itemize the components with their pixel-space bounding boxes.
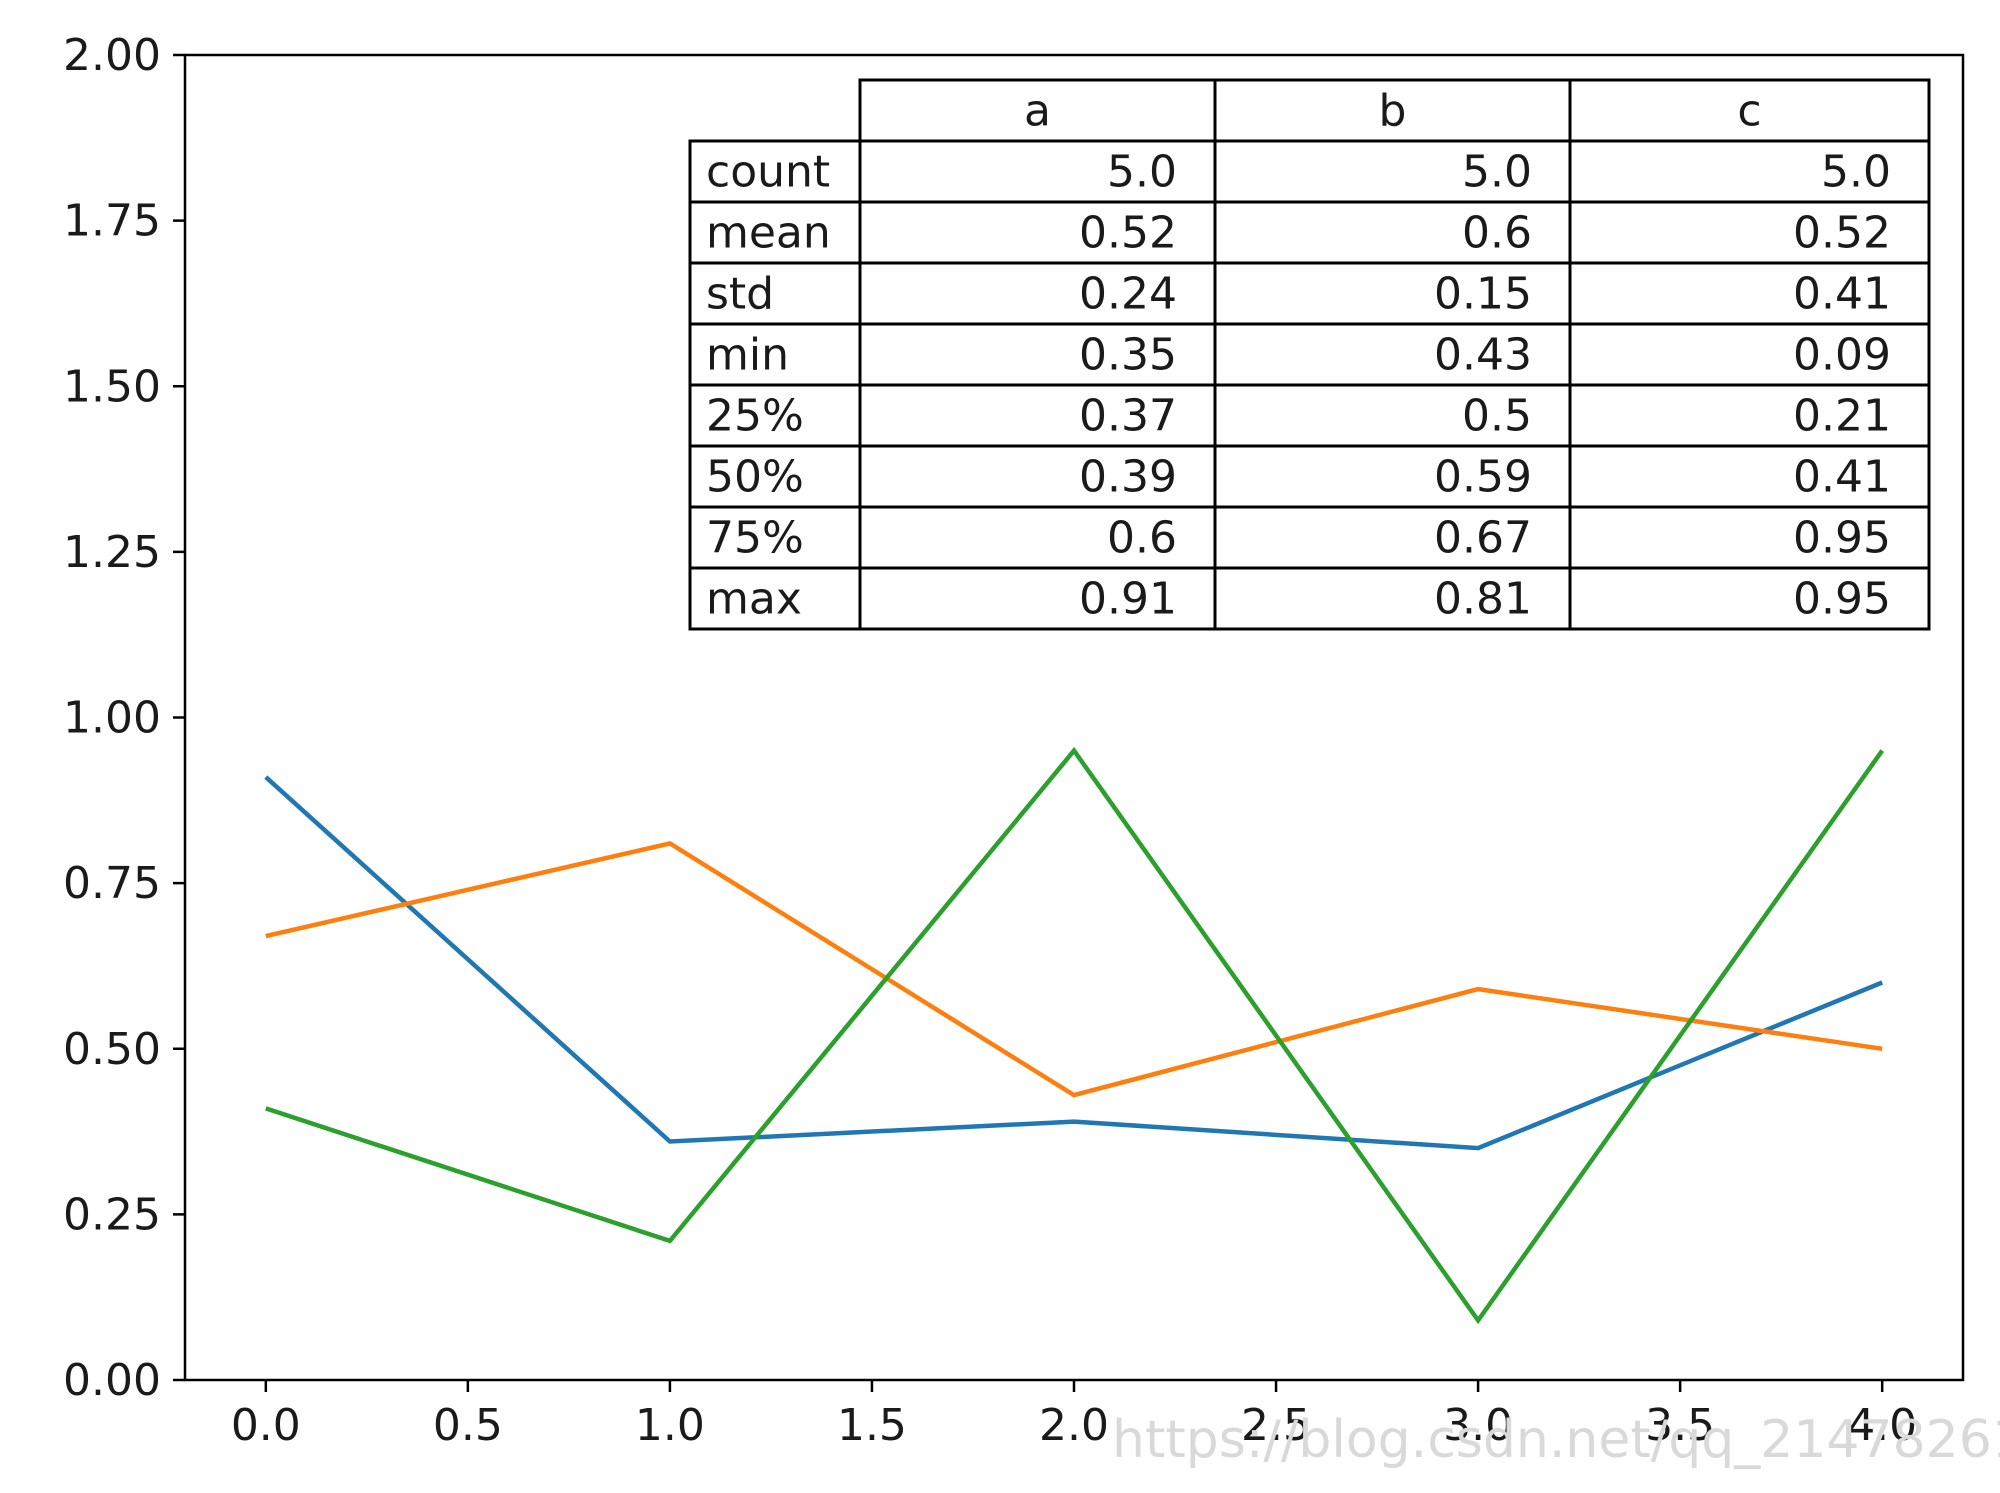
table-row-label: count: [706, 147, 830, 198]
y-tick-label: 1.75: [63, 196, 161, 247]
table-cell-value: 0.15: [1434, 269, 1532, 320]
table-row-label: 50%: [706, 452, 804, 503]
y-tick-label: 0.75: [63, 858, 161, 909]
table-cell: [1568, 566, 1931, 631]
table-cell-value: 0.81: [1434, 574, 1532, 625]
table-row-label: mean: [706, 208, 831, 259]
x-tick-label: 1.5: [837, 1400, 907, 1451]
table-cell-value: 0.59: [1434, 452, 1532, 503]
x-tick-label: 1.0: [635, 1400, 705, 1451]
table-row-label: max: [706, 574, 802, 625]
y-tick-label: 1.50: [63, 361, 161, 412]
table-cell: [858, 200, 1217, 265]
table-cell-value: 5.0: [1821, 147, 1891, 198]
table-cell: [858, 505, 1217, 570]
table-col-label: c: [1737, 86, 1761, 137]
table-row-label: min: [706, 330, 789, 381]
table-cell-value: 0.21: [1793, 391, 1891, 442]
y-tick-label: 0.00: [63, 1355, 161, 1406]
table-cell: [1213, 383, 1572, 448]
table-cell-value: 0.35: [1079, 330, 1177, 381]
y-tick-label: 1.25: [63, 527, 161, 578]
axes: 0.0 0.5 1.0 1.5 2.0 2.5 3.0 3.5 4.0 0.00 0.25 0.50 0…: [63, 30, 1965, 1451]
table-cell-value: 0.24: [1079, 269, 1177, 320]
table-cell-value: 0.09: [1793, 330, 1891, 381]
table-cell-value: 5.0: [1462, 147, 1532, 198]
table-cell: [1568, 383, 1931, 448]
table-cell-value: 0.67: [1434, 513, 1532, 564]
table-col-label: a: [1024, 86, 1051, 137]
table-cell-value: 0.39: [1079, 452, 1177, 503]
x-tick-label: 3.5: [1645, 1400, 1715, 1451]
y-tick-label: 1.00: [63, 693, 161, 744]
table-header-cell: [1213, 78, 1572, 143]
table-cell-value: 0.95: [1793, 513, 1891, 564]
table-cell: [1568, 261, 1931, 326]
table-cell-value: 0.43: [1434, 330, 1532, 381]
table-cell-value: 0.52: [1793, 208, 1891, 259]
table-cell-value: 0.6: [1462, 208, 1532, 259]
table-row-label: 25%: [706, 391, 804, 442]
table-cell-value: 0.37: [1079, 391, 1177, 442]
table-cell: [1213, 200, 1572, 265]
table-header-cell: [1568, 78, 1931, 143]
table-cell: [1568, 505, 1931, 570]
x-tick-label: 2.5: [1241, 1400, 1311, 1451]
watermark: https://blog.csdn.net/qq_21478261: [1112, 1410, 2000, 1470]
x-tick-label: 3.0: [1443, 1400, 1513, 1451]
table-cell: [1213, 322, 1572, 387]
y-tick-label: 0.50: [63, 1024, 161, 1075]
table-cell: [1213, 139, 1572, 204]
y-tick-label: 0.25: [63, 1189, 161, 1240]
stats-table: a b c count 5.0 5.0 5.0 mean 0.52 0.6 0.52 std 0.24 0…: [688, 78, 1931, 631]
table-cell-value: 0.6: [1107, 513, 1177, 564]
table-cell: [1213, 261, 1572, 326]
table-cell: [858, 139, 1217, 204]
table-cell-value: 5.0: [1107, 147, 1177, 198]
series-line-1: [264, 775, 1884, 1151]
table-cell-value: 0.95: [1793, 574, 1891, 625]
table-cell: [1568, 444, 1931, 509]
table-row-label-cell: [688, 261, 862, 326]
table-cell: [1568, 200, 1931, 265]
y-tick-label: 2.00: [63, 30, 161, 81]
table-row-label: std: [706, 269, 774, 320]
table-cell-value: 0.41: [1793, 269, 1891, 320]
table-cell-value: 0.91: [1079, 574, 1177, 625]
table-cell-value: 0.41: [1793, 452, 1891, 503]
x-tick-label: 0.0: [231, 1400, 301, 1451]
x-tick-label: 2.0: [1039, 1400, 1109, 1451]
series-line-2: [265, 840, 1883, 1098]
x-tick-label: 4.0: [1847, 1400, 1917, 1451]
table-cell: [858, 261, 1217, 326]
series-line-3: [265, 746, 1885, 1325]
table-row-label: 75%: [706, 513, 804, 564]
plot-lines: [264, 746, 1885, 1325]
x-tick-label: 0.5: [433, 1400, 503, 1451]
table-row-label-cell: [688, 139, 862, 204]
table-cell: [858, 566, 1217, 631]
table-cell: [1213, 444, 1572, 509]
table-cell: [1213, 566, 1572, 631]
table-cell-value: 0.5: [1462, 391, 1532, 442]
table-cell: [858, 444, 1217, 509]
table-col-label: b: [1379, 86, 1407, 137]
table-cell-value: 0.52: [1079, 208, 1177, 259]
